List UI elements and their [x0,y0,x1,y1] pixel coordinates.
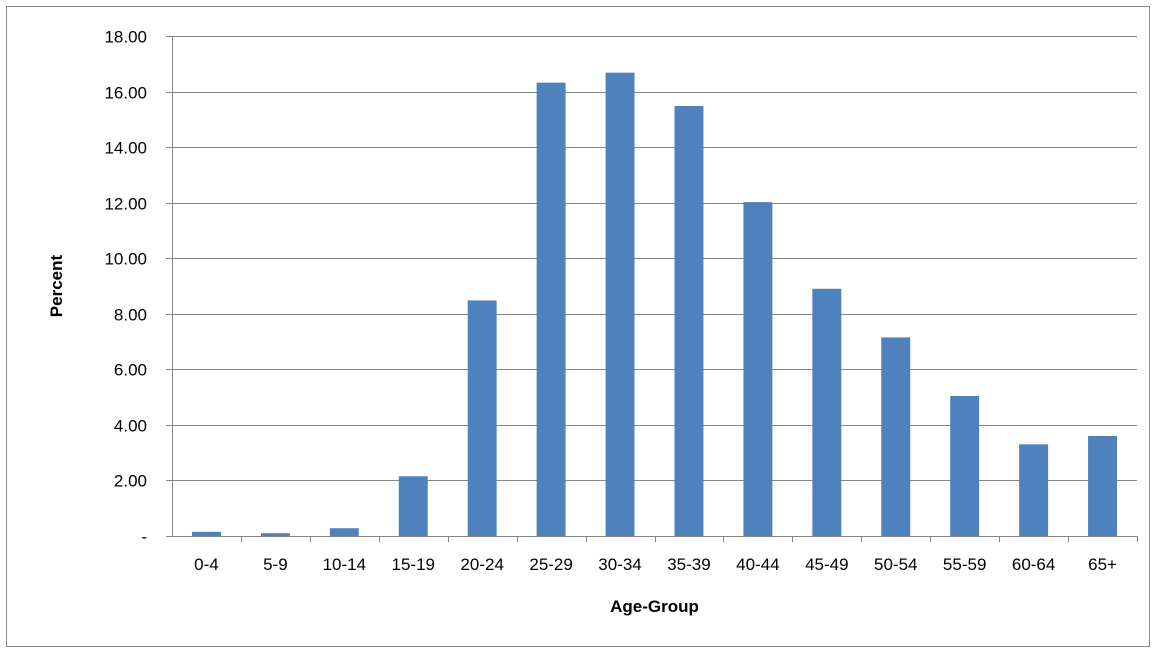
x-tick-label: 40-44 [736,555,779,574]
x-tick-label: 0-4 [194,555,219,574]
bar [950,396,980,536]
y-tick-label: 6.00 [114,361,147,380]
bar-chart: - 2.00 4.00 6.00 8.00 10.00 12.00 14.00 16.00 18.… [47,28,1138,616]
bar [398,476,428,536]
y-tick-label: 16.00 [104,84,147,103]
bar [329,528,359,536]
bar [605,72,635,537]
x-tick-label: 5-9 [263,555,288,574]
x-tick-label: 65+ [1088,555,1117,574]
y-tick-label: - [141,528,147,547]
bar [881,337,911,536]
bar [536,82,566,537]
x-tick-label: 25-29 [529,555,572,574]
bar [1088,436,1118,536]
y-tick-label: 18.00 [104,28,147,47]
y-tick-label: 4.00 [114,417,147,436]
bar [260,533,290,536]
bar [191,531,221,536]
bar [674,106,704,536]
x-tick-label: 45-49 [805,555,848,574]
axes [166,36,1138,542]
y-tick-label: 2.00 [114,472,147,491]
y-tick-label: 10.00 [104,250,147,269]
x-tick-label: 10-14 [323,555,366,574]
x-tick-label: 20-24 [460,555,503,574]
x-tick-label: 30-34 [598,555,641,574]
x-axis-title: Age-Group [610,597,699,616]
y-tick-label: 12.00 [104,195,147,214]
bar [743,202,773,537]
x-tick-label: 15-19 [392,555,435,574]
y-axis-title: Percent [47,254,66,317]
bars [191,72,1118,537]
y-tick-label: 14.00 [104,139,147,158]
x-tick-label: 50-54 [874,555,917,574]
x-tick-label: 60-64 [1012,555,1055,574]
tick-labels: - 2.00 4.00 6.00 8.00 10.00 12.00 14.00 16.00 18.… [104,28,1117,575]
bar [812,288,842,536]
x-tick-label: 55-59 [943,555,986,574]
bar [1019,444,1049,536]
x-tick-label: 35-39 [667,555,710,574]
gridlines [172,36,1137,481]
y-tick-label: 8.00 [114,306,147,325]
chart-frame: - 2.00 4.00 6.00 8.00 10.00 12.00 14.00 16.00 18.… [6,6,1150,647]
bar [467,300,497,536]
